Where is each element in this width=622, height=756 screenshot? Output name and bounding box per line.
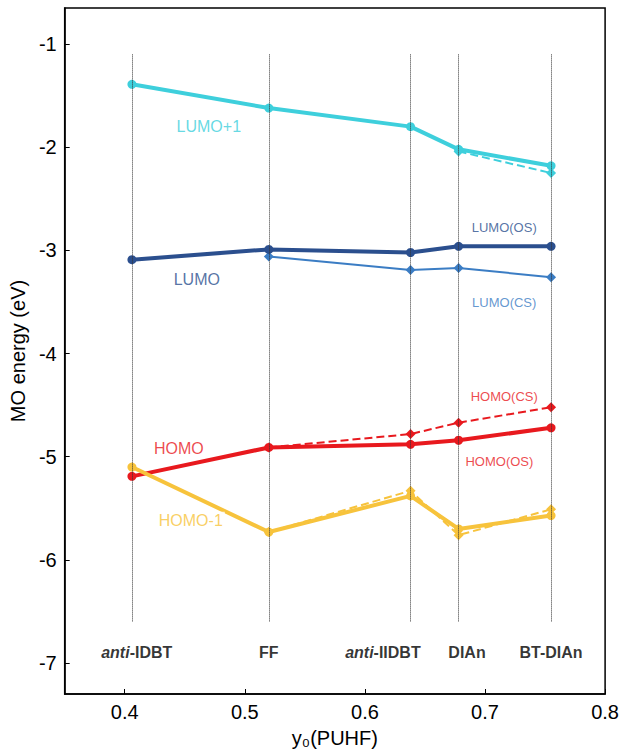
svg-text:-5: -5 (39, 446, 57, 468)
svg-text:HOMO(OS): HOMO(OS) (465, 454, 533, 469)
svg-text:-IIDBT: -IIDBT (374, 644, 421, 661)
svg-text:-7: -7 (39, 652, 57, 674)
svg-text:HOMO: HOMO (154, 440, 204, 457)
svg-text:y₀(PUHF): y₀(PUHF) (292, 727, 378, 749)
svg-text:LUMO: LUMO (174, 271, 220, 288)
svg-text:0.5: 0.5 (231, 701, 259, 723)
svg-text:anti: anti (101, 644, 130, 661)
svg-text:anti: anti (345, 644, 374, 661)
svg-text:HOMO-1: HOMO-1 (159, 512, 223, 529)
svg-text:HOMO(CS): HOMO(CS) (471, 389, 538, 404)
svg-text:MO energy (eV): MO energy (eV) (7, 280, 29, 422)
svg-text:LUMO(CS): LUMO(CS) (472, 295, 536, 310)
svg-text:0.4: 0.4 (111, 701, 139, 723)
svg-text:0.8: 0.8 (591, 701, 619, 723)
svg-text:0.7: 0.7 (471, 701, 499, 723)
svg-text:FF: FF (259, 644, 279, 661)
svg-text:-IDBT: -IDBT (130, 644, 173, 661)
svg-text:BT-DIAn: BT-DIAn (520, 644, 583, 661)
svg-text:-4: -4 (39, 343, 57, 365)
svg-text:-3: -3 (39, 239, 57, 261)
svg-text:LUMO(OS): LUMO(OS) (472, 220, 537, 235)
svg-text:-2: -2 (39, 136, 57, 158)
svg-text:-1: -1 (39, 33, 57, 55)
svg-text:0.6: 0.6 (351, 701, 379, 723)
svg-text:-6: -6 (39, 549, 57, 571)
svg-text:DIAn: DIAn (448, 644, 485, 661)
svg-text:LUMO+1: LUMO+1 (177, 118, 242, 135)
